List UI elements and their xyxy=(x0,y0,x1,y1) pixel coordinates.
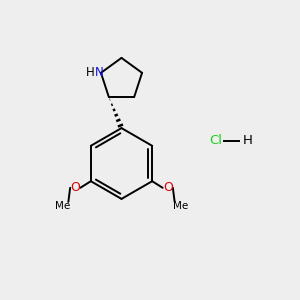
Text: O: O xyxy=(70,181,80,194)
Text: H: H xyxy=(86,66,95,79)
Text: Cl: Cl xyxy=(209,134,222,148)
Text: N: N xyxy=(95,66,104,79)
Text: Me: Me xyxy=(55,201,70,211)
Text: O: O xyxy=(163,181,173,194)
Text: H: H xyxy=(243,134,253,148)
Text: Me: Me xyxy=(173,201,188,211)
